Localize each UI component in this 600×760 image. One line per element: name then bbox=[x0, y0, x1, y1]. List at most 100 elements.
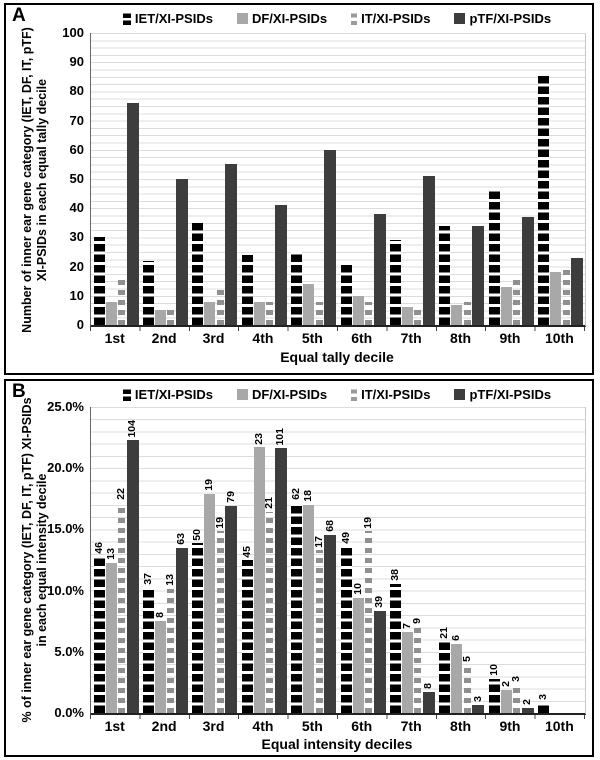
y-tick-label: 60 bbox=[69, 141, 84, 157]
bar-value-label: 39 bbox=[373, 596, 385, 608]
bar-df-1st bbox=[105, 301, 117, 325]
bar-iet-7th bbox=[389, 240, 401, 325]
bar-value-label: 5 bbox=[460, 656, 473, 663]
bar-value-label: 19 bbox=[213, 516, 226, 529]
bar-ptf-5th bbox=[324, 534, 337, 713]
panel-a: A IET/XI-PSIDs DF/XI-PSIDs IT/XI-PSIDs p… bbox=[4, 3, 594, 375]
bar-df-6th bbox=[352, 295, 364, 325]
it-swatch-icon bbox=[351, 387, 358, 401]
bar-value-label: 2 bbox=[521, 698, 534, 705]
bar-value-label: 10 bbox=[351, 582, 364, 595]
panel-b-plot-area: 46 13 22 104 37 8 13 63 50 19 19 79 45 23 21 101 62 18 17 6… bbox=[90, 407, 586, 715]
x-category-label: 1st bbox=[104, 718, 125, 734]
legend-item-ptf: pTF/XI-PSIDs bbox=[454, 387, 551, 402]
bar-iet-8th bbox=[439, 641, 451, 713]
iet-swatch-icon bbox=[122, 11, 131, 25]
bar-iet-2nd bbox=[142, 587, 154, 713]
bar-df-3rd bbox=[204, 493, 216, 713]
y-tick-label: 50 bbox=[69, 171, 84, 186]
legend-label-it: IT/XI-PSIDs bbox=[361, 386, 431, 402]
bar-group-3rd bbox=[190, 33, 239, 325]
bar-ptf-4th bbox=[274, 205, 287, 325]
bar-df-5th bbox=[303, 284, 315, 325]
bar-df-4th bbox=[253, 301, 265, 325]
ptf-swatch-icon bbox=[454, 12, 466, 24]
bar-df-7th bbox=[401, 307, 413, 325]
bar-iet-4th bbox=[241, 254, 253, 325]
bar-iet-7th bbox=[389, 584, 401, 713]
bar-it-2nd bbox=[167, 310, 175, 325]
bar-ptf-3rd bbox=[225, 505, 238, 713]
panel-b-legend: IET/XI-PSIDs DF/XI-PSIDs IT/XI-PSIDs pTF… bbox=[90, 383, 584, 405]
y-tick-label: 25.0% bbox=[47, 399, 84, 414]
df-swatch-icon bbox=[236, 388, 248, 400]
bar-ptf-1st bbox=[126, 440, 139, 713]
bar-iet-5th bbox=[291, 502, 303, 713]
bar-df-2nd bbox=[154, 620, 166, 713]
bar-ptf-9th bbox=[521, 216, 534, 325]
bar-value-label: 46 bbox=[92, 542, 105, 555]
bar-it-8th bbox=[463, 665, 471, 713]
panel-a-label: A bbox=[12, 5, 26, 26]
legend-label-ptf: pTF/XI-PSIDs bbox=[469, 10, 552, 26]
bar-it-5th bbox=[315, 301, 323, 325]
bar-group-7th bbox=[387, 33, 436, 325]
bar-iet-3rd bbox=[192, 543, 204, 713]
bar-value-label: 101 bbox=[274, 427, 287, 446]
bar-it-5th bbox=[315, 550, 323, 713]
bar-it-9th bbox=[513, 275, 521, 325]
bar-it-10th bbox=[562, 266, 570, 325]
bar-ptf-3rd bbox=[225, 164, 238, 325]
panel-a-x-axis-title: Equal tally decile bbox=[280, 349, 394, 365]
bar-ptf-8th bbox=[472, 225, 485, 325]
bar-iet-6th bbox=[340, 263, 352, 325]
panel-b-x-category-labels: 1st 2nd 3rd 4th 5th 6th 7th 8th 9th 10th bbox=[90, 718, 584, 734]
bar-iet-10th bbox=[538, 702, 550, 713]
y-tick-label: 40 bbox=[69, 200, 84, 216]
bar-it-4th bbox=[266, 512, 274, 713]
legend-item-iet: IET/XI-PSIDs bbox=[122, 387, 213, 402]
x-category-label: 1st bbox=[104, 330, 125, 346]
panel-b-x-axis-title: Equal intensity deciles bbox=[261, 736, 413, 752]
bar-df-1st bbox=[105, 562, 117, 713]
bar-value-label: 3 bbox=[510, 675, 523, 682]
bar-group-6th: 49 10 19 39 bbox=[338, 407, 387, 713]
legend-item-df: DF/XI-PSIDs bbox=[236, 386, 328, 402]
bar-value-label: 37 bbox=[141, 572, 154, 585]
bar-it-8th bbox=[463, 301, 471, 325]
bar-it-1st bbox=[118, 275, 125, 325]
x-category-label: 3rd bbox=[202, 718, 225, 734]
bar-iet-10th bbox=[538, 73, 550, 325]
bar-it-3rd bbox=[216, 287, 224, 325]
bar-value-label: 17 bbox=[312, 535, 325, 548]
bar-it-3rd bbox=[216, 531, 224, 713]
bar-df-9th bbox=[500, 689, 512, 713]
x-category-label: 6th bbox=[351, 718, 373, 734]
bar-df-2nd bbox=[154, 310, 166, 325]
x-category-label: 5th bbox=[301, 718, 323, 734]
bar-iet-4th bbox=[241, 560, 253, 713]
panel-b-y-axis-title: % of inner ear gene category (IET, DF, I… bbox=[20, 397, 49, 723]
bar-value-label: 8 bbox=[153, 611, 166, 618]
panel-a-x-tick-marks bbox=[90, 327, 585, 331]
panel-b-x-tick-marks bbox=[90, 715, 585, 719]
bar-value-label: 9 bbox=[411, 618, 424, 624]
bar-value-label: 2 bbox=[499, 681, 512, 687]
bar-value-label: 6 bbox=[450, 634, 463, 641]
x-category-label: 2nd bbox=[151, 718, 177, 734]
bar-df-4th bbox=[253, 447, 265, 713]
bar-value-label: 13 bbox=[104, 548, 117, 560]
bar-ptf-1st bbox=[126, 103, 139, 325]
ptf-swatch-icon bbox=[454, 388, 466, 400]
bar-df-3rd bbox=[204, 301, 216, 325]
bar-value-label: 13 bbox=[164, 573, 177, 586]
legend-item-it: IT/XI-PSIDs bbox=[351, 387, 430, 402]
legend-label-df: DF/XI-PSIDs bbox=[251, 386, 328, 402]
x-category-label: 8th bbox=[450, 330, 472, 346]
bar-it-1st bbox=[118, 502, 125, 713]
x-category-label: 3rd bbox=[202, 330, 225, 346]
bar-ptf-4th bbox=[274, 448, 287, 713]
x-category-label: 6th bbox=[351, 330, 373, 346]
bar-ptf-9th bbox=[521, 707, 534, 713]
x-category-label: 10th bbox=[544, 718, 574, 734]
